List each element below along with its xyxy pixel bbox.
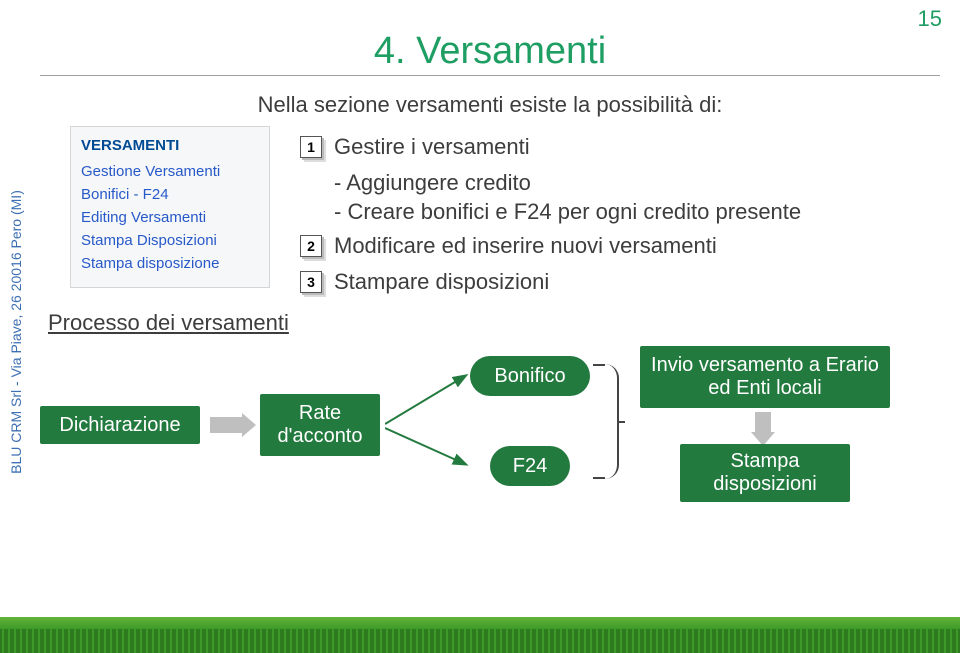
flow-pill-bonifico: Bonifico xyxy=(470,356,590,396)
flow-pill-f24: F24 xyxy=(490,446,570,486)
process-flow: Dichiarazione Rate d'acconto Bonifico F2… xyxy=(40,346,940,506)
bullet-sub: - Aggiungere credito xyxy=(300,168,900,198)
slide-content: 4. Versamenti Nella sezione versamenti e… xyxy=(40,30,940,613)
bullet-text: Modificare ed inserire nuovi versamenti xyxy=(334,231,717,261)
bullet-list: 1 Gestire i versamenti - Aggiungere cred… xyxy=(300,126,940,302)
menu-item: Stampa disposizione xyxy=(81,252,269,275)
arrow-grey-icon xyxy=(210,417,244,433)
mid-row: VERSAMENTI Gestione Versamenti Bonifici … xyxy=(40,126,940,302)
menu-item: Stampa Disposizioni xyxy=(81,229,269,252)
menu-item: Bonifici - F24 xyxy=(81,183,269,206)
company-side-label: BLU CRM Srl - Via Piave, 26 20016 Pero (… xyxy=(2,60,30,603)
flow-box-rate: Rate d'acconto xyxy=(260,394,380,456)
bullet-row: 2 Modificare ed inserire nuovi versament… xyxy=(300,231,900,261)
bullet-row: 1 Gestire i versamenti xyxy=(300,132,900,162)
menu-item: Gestione Versamenti xyxy=(81,160,269,183)
flow-box-dichiarazione: Dichiarazione xyxy=(40,406,200,444)
slide-subtitle: Nella sezione versamenti esiste la possi… xyxy=(40,92,940,118)
versamenti-menu-screenshot: VERSAMENTI Gestione Versamenti Bonifici … xyxy=(70,126,270,288)
flow-box-stampa: Stampa disposizioni xyxy=(680,444,850,502)
arrow-down-icon xyxy=(755,412,771,434)
bullet-text: Stampare disposizioni xyxy=(334,267,549,297)
title-divider xyxy=(40,75,940,76)
process-title: Processo dei versamenti xyxy=(48,310,940,336)
grass-footer xyxy=(0,617,960,653)
bullet-sub: - Creare bonifici e F24 per ogni credito… xyxy=(300,197,900,227)
bullet-text: Gestire i versamenti xyxy=(334,132,530,162)
flow-box-invio: Invio versamento a Erario ed Enti locali xyxy=(640,346,890,408)
bullet-row: 3 Stampare disposizioni xyxy=(300,267,900,297)
bullet-number: 1 xyxy=(300,136,322,158)
bullet-number: 2 xyxy=(300,235,322,257)
slide-title: 4. Versamenti xyxy=(40,30,940,73)
page-number: 15 xyxy=(918,6,942,32)
brace-icon xyxy=(605,364,619,479)
bullet-number: 3 xyxy=(300,271,322,293)
menu-item: Editing Versamenti xyxy=(81,206,269,229)
menu-header: VERSAMENTI xyxy=(81,137,269,154)
company-side-label-text: BLU CRM Srl - Via Piave, 26 20016 Pero (… xyxy=(8,190,24,474)
